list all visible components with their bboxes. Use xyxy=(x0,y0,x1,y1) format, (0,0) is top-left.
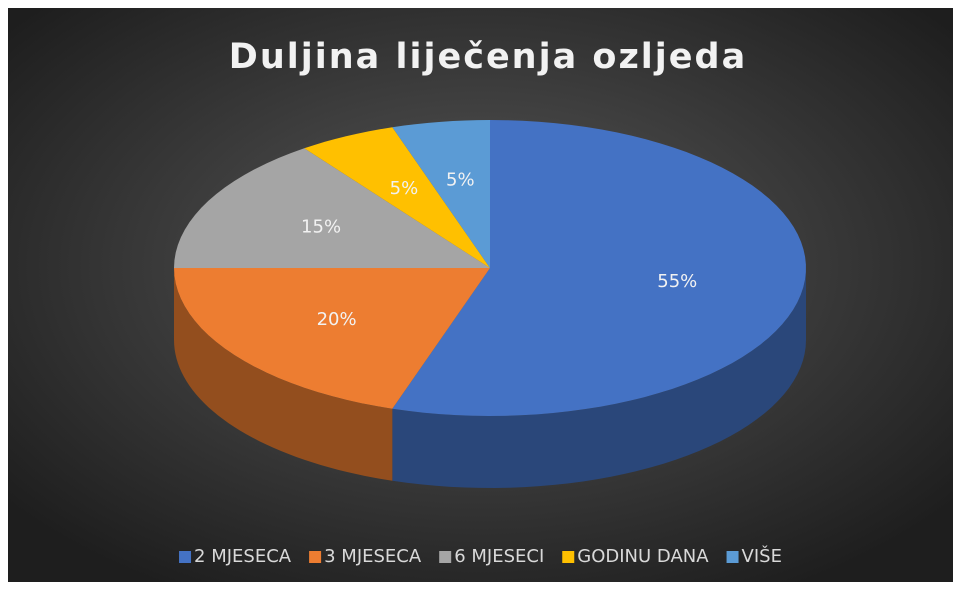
legend-label: 6 MJESECI xyxy=(454,546,544,567)
value-label: 15% xyxy=(301,217,341,238)
legend-label: 3 MJESECA xyxy=(324,546,422,567)
value-labels: 55% 20% 15% 5% 5% xyxy=(301,169,697,330)
legend-label: 2 MJESECA xyxy=(194,546,292,567)
pie-slice xyxy=(174,148,490,268)
pie-side xyxy=(174,268,393,481)
value-label: 5% xyxy=(446,169,475,190)
legend-swatch xyxy=(309,551,322,563)
pie-slice xyxy=(392,120,806,416)
pie-sides xyxy=(174,268,806,488)
legend-label: VIŠE xyxy=(742,545,782,567)
chart-title: Duljina liječenja ozljeda xyxy=(229,37,747,77)
pie-side xyxy=(392,268,806,488)
pie-tops xyxy=(174,120,806,416)
value-label: 55% xyxy=(657,271,697,292)
pie-slice xyxy=(392,120,490,268)
legend-label: GODINU DANA xyxy=(577,546,709,567)
value-label: 5% xyxy=(390,178,419,199)
legend: 2 MJESECA 3 MJESECA 6 MJESECI GODINU DANA VI… xyxy=(179,545,782,567)
legend-swatch xyxy=(439,551,452,563)
value-label: 20% xyxy=(317,309,357,330)
legend-swatch xyxy=(562,551,575,563)
pie-slice xyxy=(304,127,490,268)
legend-swatch xyxy=(179,551,192,563)
pie-slice xyxy=(174,268,490,409)
legend-swatch xyxy=(726,551,739,563)
